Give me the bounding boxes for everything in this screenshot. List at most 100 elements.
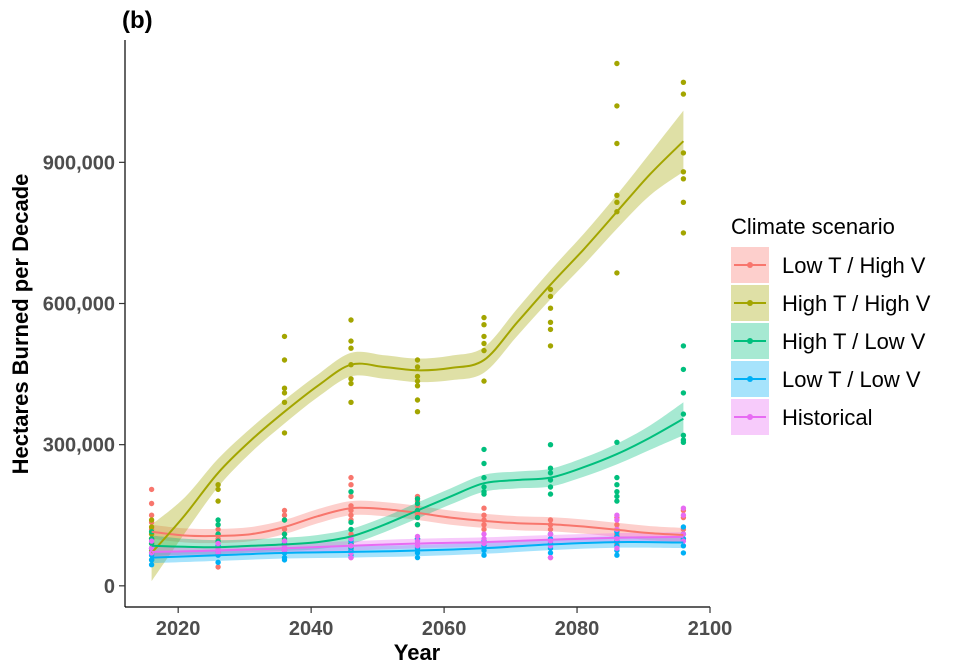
high-t-high-v-point: [414, 383, 421, 389]
historical-point: [481, 536, 487, 542]
legend-label-low-t-high-v: Low T / High V: [782, 253, 926, 278]
historical-point: [215, 540, 221, 547]
legend-key-point: [747, 300, 753, 306]
historical-point: [547, 554, 554, 561]
high-t-low-v-point: [614, 498, 620, 504]
low-t-low-v-point: [481, 552, 487, 558]
high-t-high-v-point: [547, 286, 554, 293]
high-t-high-v-point: [281, 333, 288, 340]
high-t-high-v-point: [481, 333, 487, 340]
high-t-low-v-point: [680, 432, 687, 438]
high-t-low-v-point: [614, 482, 620, 488]
high-t-low-v-point: [481, 491, 487, 497]
high-t-low-v-point: [614, 439, 620, 445]
legend-label-low-t-low-v: Low T / Low V: [782, 367, 921, 392]
low-t-low-v-point: [414, 554, 421, 561]
high-t-high-v-point: [215, 482, 221, 488]
x-tick-label: 2080: [555, 618, 600, 640]
high-t-high-v-point: [680, 150, 687, 156]
high-t-low-v-point: [348, 526, 354, 533]
high-t-low-v-point: [547, 465, 554, 471]
low-t-low-v-point: [680, 543, 687, 549]
high-t-high-v-point: [481, 322, 487, 328]
high-t-low-v-point: [680, 411, 687, 417]
y-tick-label: 600,000: [43, 294, 115, 316]
historical-point: [614, 517, 620, 523]
panel-label: (b): [122, 7, 153, 34]
x-tick-label: 2020: [156, 618, 201, 640]
high-t-high-v-point: [281, 430, 288, 436]
high-t-high-v-point: [547, 326, 554, 333]
high-t-low-v-point: [414, 514, 421, 521]
high-t-low-v-point: [348, 489, 354, 495]
high-t-high-v-point: [414, 373, 421, 380]
high-t-high-v-point: [614, 140, 620, 147]
low-t-low-v-point: [414, 550, 421, 556]
historical-point: [148, 545, 155, 551]
legend-key-point: [747, 376, 753, 382]
legend-key-point: [747, 338, 753, 344]
high-t-high-v-point: [481, 347, 487, 354]
high-t-high-v-point: [281, 357, 288, 363]
low-t-high-v-point: [215, 526, 221, 533]
legend: Climate scenario Low T / High V High T / …: [731, 214, 931, 435]
low-t-low-v-point: [680, 550, 687, 556]
high-t-low-v-point: [281, 517, 288, 523]
historical-point: [680, 512, 687, 518]
high-t-high-v-point: [348, 338, 354, 344]
high-t-low-v-point: [215, 522, 221, 528]
historical-point: [547, 531, 554, 537]
smooth-lines: [150, 140, 685, 559]
low-t-high-v-point: [348, 482, 354, 488]
y-tick-label: 300,000: [43, 435, 115, 457]
low-t-high-v-point: [481, 522, 487, 528]
historical-point: [481, 531, 487, 537]
legend-title: Climate scenario: [731, 214, 895, 239]
high-t-high-v-point: [348, 376, 354, 382]
legend-label-high-t-high-v: High T / High V: [782, 291, 931, 316]
high-t-high-v-point: [348, 317, 354, 323]
historical-point: [614, 512, 620, 518]
high-t-high-v-point: [215, 486, 221, 493]
high-t-high-v-line: [150, 140, 685, 554]
x-axis-title: Year: [394, 640, 441, 665]
high-t-low-v-point: [614, 493, 620, 500]
high-t-high-v-point: [680, 176, 687, 182]
high-t-high-v-point: [614, 103, 620, 109]
high-t-high-v-point: [414, 357, 421, 363]
historical-point: [414, 533, 421, 540]
low-t-high-v-point: [547, 526, 554, 533]
y-ticks: 0 300,000 600,000 900,000: [43, 152, 125, 598]
high-t-high-v-point: [148, 524, 155, 530]
high-t-high-v-point: [614, 60, 620, 67]
x-tick-label: 2100: [688, 618, 733, 640]
x-tick-label: 2040: [289, 618, 334, 640]
high-t-high-v-point: [414, 378, 421, 384]
high-t-low-v-point: [481, 446, 487, 453]
y-tick-label: 900,000: [43, 152, 115, 174]
low-t-high-v-point: [481, 505, 487, 511]
historical-point: [348, 554, 354, 561]
high-t-high-v-point: [414, 409, 421, 415]
high-t-low-v-point: [281, 531, 288, 537]
high-t-high-v-point: [348, 345, 354, 351]
high-t-low-v-point: [547, 442, 554, 448]
high-t-high-v-point: [680, 199, 687, 205]
low-t-low-v-point: [148, 562, 155, 568]
high-t-low-v-point: [547, 484, 554, 490]
high-t-high-v-point: [680, 230, 687, 236]
high-t-high-v-point: [547, 293, 554, 300]
high-t-high-v-point: [215, 498, 221, 504]
high-t-high-v-point: [547, 305, 554, 311]
high-t-high-v-point: [614, 199, 620, 205]
high-t-low-v-point: [215, 517, 221, 523]
historical-point: [680, 505, 687, 511]
low-t-low-v-point: [680, 524, 687, 530]
high-t-low-v-point: [680, 366, 687, 373]
high-t-low-v-point: [614, 474, 620, 481]
high-t-high-v-point: [281, 390, 288, 396]
high-t-low-v-point: [680, 439, 687, 445]
low-t-high-v-point: [348, 474, 354, 481]
high-t-high-v-point: [614, 270, 620, 276]
